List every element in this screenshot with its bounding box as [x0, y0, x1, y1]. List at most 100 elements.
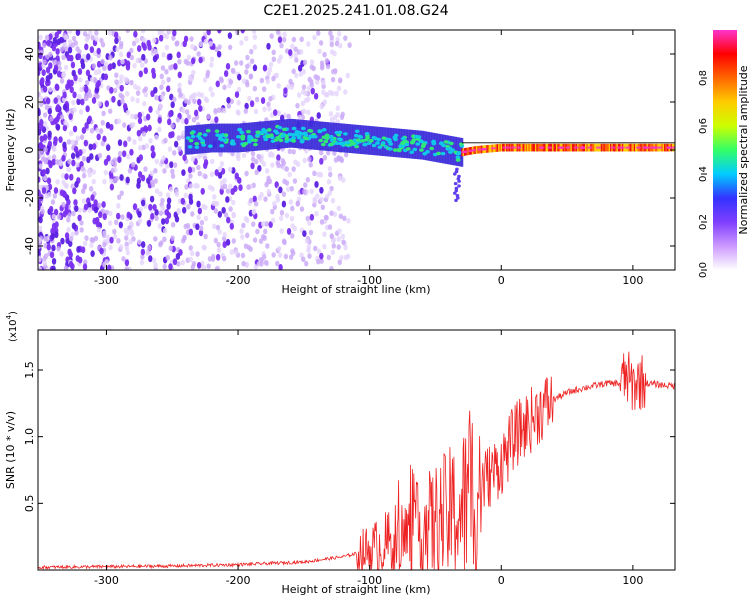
- noise-speckle: [161, 155, 166, 161]
- saturated-line: [495, 144, 498, 152]
- noise-speckle: [43, 235, 48, 242]
- noise-speckle: [66, 166, 72, 173]
- colorbar: 0.0 0.2 0.4 0.6 0.8 Normalized spectral ampl…: [698, 30, 750, 278]
- spectrogram-x-tick-label: 100: [622, 274, 643, 287]
- noise-speckle: [129, 54, 135, 61]
- noise-speckle: [319, 65, 325, 71]
- signal-band: [374, 126, 377, 156]
- noise-speckle: [252, 85, 258, 92]
- saturated-line: [554, 143, 557, 152]
- noise-speckle: [271, 56, 276, 63]
- noise-speckle: [88, 30, 93, 36]
- noise-speckle: [40, 77, 45, 84]
- saturated-spot: [667, 146, 673, 149]
- noise-speckle: [82, 183, 88, 189]
- noise-speckle: [266, 42, 271, 50]
- noise-speckle: [48, 161, 53, 169]
- noise-speckle: [61, 154, 66, 162]
- noise-speckle: [234, 172, 239, 180]
- noise-speckle: [140, 241, 146, 248]
- noise-speckle: [244, 69, 249, 75]
- noise-speckle: [74, 205, 79, 212]
- noise-speckle: [286, 113, 291, 120]
- noise-speckle: [109, 159, 114, 166]
- noise-speckle: [130, 113, 135, 120]
- noise-speckle: [61, 72, 66, 79]
- noise-speckle: [255, 228, 260, 235]
- noise-speckle: [158, 191, 163, 197]
- noise-speckle: [118, 51, 124, 58]
- noise-speckle: [112, 157, 118, 163]
- noise-speckle: [133, 113, 138, 120]
- noise-speckle: [53, 187, 59, 194]
- noise-speckle: [273, 109, 278, 117]
- noise-speckle: [250, 150, 256, 157]
- noise-speckle: [48, 72, 53, 80]
- noise-speckle: [303, 90, 308, 97]
- noise-speckle: [142, 44, 147, 51]
- noise-speckle: [186, 114, 192, 120]
- noise-speckle: [121, 256, 126, 262]
- signal-band: [350, 124, 353, 154]
- noise-speckle: [48, 205, 54, 213]
- noise-speckle: [276, 154, 281, 162]
- noise-speckle: [209, 56, 215, 63]
- noise-speckle: [203, 159, 209, 166]
- noise-speckle: [222, 84, 227, 91]
- signal-blob: [334, 130, 340, 135]
- noise-speckle: [188, 198, 194, 205]
- noise-speckle: [188, 183, 194, 189]
- signal-blob: [253, 142, 258, 147]
- signal-blob: [328, 142, 334, 147]
- noise-speckle: [137, 111, 142, 119]
- noise-speckle: [241, 78, 247, 84]
- saturated-line: [570, 143, 573, 152]
- signal-blob: [380, 141, 386, 145]
- noise-speckle: [170, 235, 175, 241]
- signal-band: [380, 127, 383, 156]
- spectrogram-y-label: Frequency (Hz): [4, 109, 17, 192]
- noise-speckle: [275, 260, 280, 267]
- noise-speckle: [53, 208, 59, 216]
- noise-speckle: [226, 103, 232, 109]
- noise-speckle: [163, 137, 168, 144]
- saturated-line: [499, 143, 502, 152]
- signal-band: [424, 131, 427, 161]
- noise-speckle: [325, 193, 330, 200]
- saturated-line: [607, 143, 609, 152]
- signal-band: [408, 129, 412, 159]
- noise-speckle: [193, 109, 199, 117]
- signal-band: [397, 128, 401, 158]
- noise-speckle: [131, 121, 136, 128]
- noise-speckle: [168, 110, 173, 118]
- signal-band: [336, 123, 339, 152]
- signal-blob: [392, 135, 398, 140]
- signal-blob: [291, 126, 297, 131]
- signal-blob: [409, 150, 415, 155]
- noise-speckle: [64, 208, 69, 215]
- noise-speckle: [299, 206, 305, 212]
- noise-speckle: [148, 255, 153, 263]
- noise-speckle: [132, 62, 137, 69]
- signal-band: [347, 124, 350, 153]
- noise-speckle: [197, 207, 203, 215]
- noise-speckle: [90, 250, 95, 258]
- noise-speckle: [71, 99, 76, 106]
- noise-speckle: [215, 224, 221, 231]
- saturated-line: [563, 143, 566, 152]
- saturated-spot: [616, 146, 622, 149]
- noise-speckle: [215, 80, 220, 88]
- noise-speckle: [316, 171, 321, 178]
- noise-speckle: [283, 87, 288, 95]
- signal-blob: [360, 138, 366, 143]
- noise-speckle: [177, 146, 182, 152]
- noise-speckle: [326, 149, 331, 156]
- noise-speckle: [122, 122, 127, 128]
- noise-speckle: [165, 254, 170, 261]
- noise-speckle: [258, 238, 264, 244]
- saturated-spot: [482, 147, 488, 151]
- noise-speckle: [274, 72, 280, 79]
- noise-speckle: [68, 236, 74, 242]
- signal-blob: [458, 142, 464, 146]
- noise-speckle: [316, 258, 321, 265]
